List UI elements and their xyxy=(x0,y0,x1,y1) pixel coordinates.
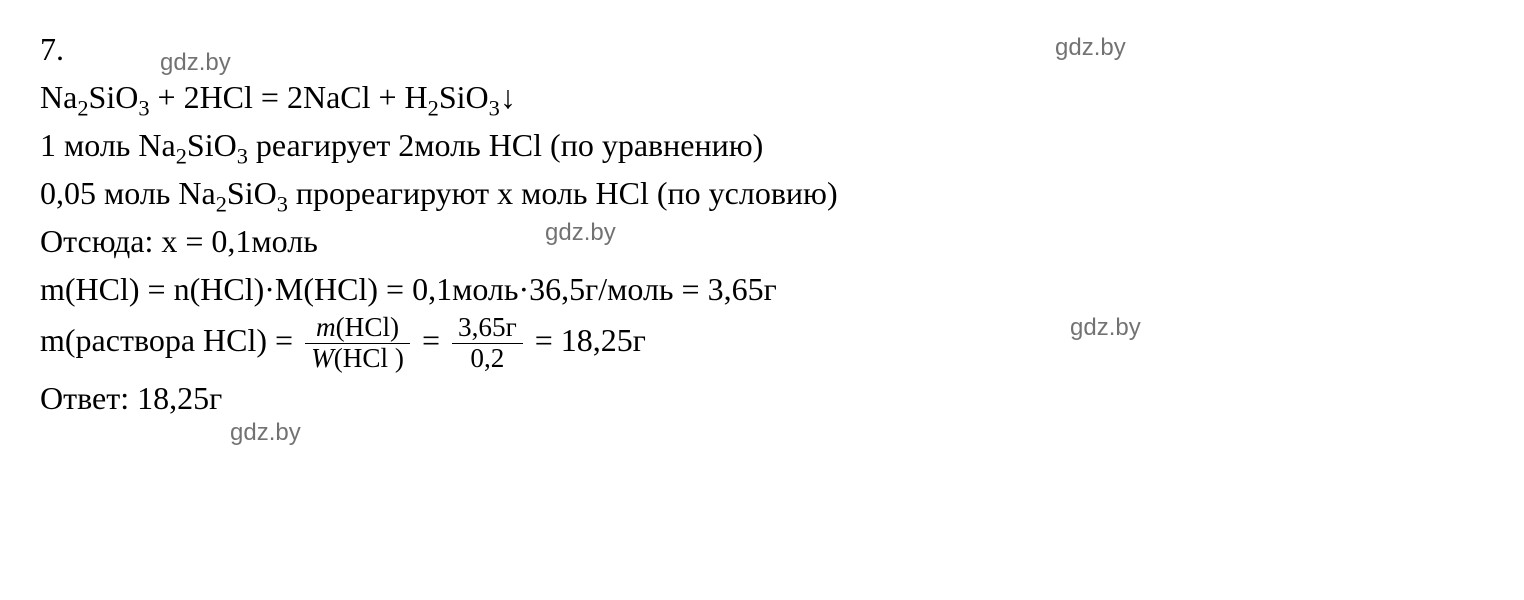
sol-prefix: m(раствора HCl) = xyxy=(40,322,301,358)
solution-mass-line: m(раствора HCl) = m(HCl) W(HCl ) = 3,65г… xyxy=(40,313,1484,374)
equation-line: Na2SiO3 + 2HCl = 2NaCl + H2SiO3↓ xyxy=(40,73,1484,121)
mass-hcl-line: m(HCl) = n(HCl)·M(HCl) = 0,1моль·36,5г/м… xyxy=(40,265,1484,313)
sol-result: = 18,25г xyxy=(535,322,646,358)
hence-line: Отсюда: х = 0,1моль xyxy=(40,217,1484,265)
equals-1: = xyxy=(422,322,448,358)
fraction-symbolic: m(HCl) W(HCl ) xyxy=(305,313,410,374)
problem-number: 7. xyxy=(40,25,1484,73)
mole-line-1: 1 моль Na2SiO3 реагирует 2моль HCl (по у… xyxy=(40,121,1484,169)
answer-line: Ответ: 18,25г xyxy=(40,374,1484,422)
fraction-numeric: 3,65г 0,2 xyxy=(452,313,523,374)
mole-line-2: 0,05 моль Na2SiO3 прореагируют х моль HC… xyxy=(40,169,1484,217)
